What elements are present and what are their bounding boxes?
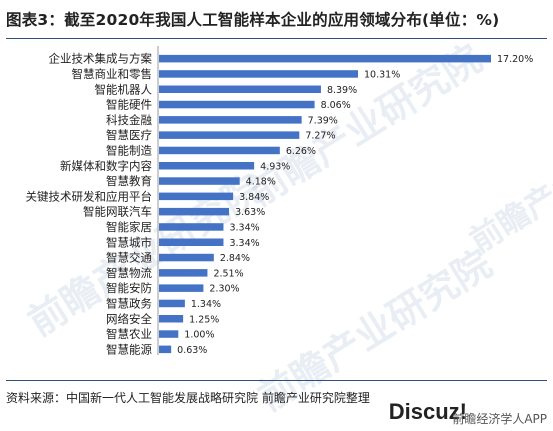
bar xyxy=(159,345,172,354)
category-label: 关键技术研发和应用平台 xyxy=(26,189,153,203)
category-label: 智慧商业和零售 xyxy=(72,67,153,81)
category-label: 智能安防 xyxy=(106,281,152,295)
data-label: 4.18% xyxy=(246,177,276,188)
source-note: 资料来源：中国新一代人工智能发展战略研究院 前瞻产业研究院整理 xyxy=(6,391,370,405)
bar-chart: 企业技术集成与方案 17.20% 智慧商业和零售 10.31% 智能机器人 8.39% 智能… xyxy=(26,46,533,356)
chart-title: 图表3：截至2020年我国人工智能样本企业的应用领域分布(单位：%) xyxy=(6,11,500,29)
bar xyxy=(159,238,224,246)
discuz-logo-text: Discuz! xyxy=(388,399,467,424)
data-label: 4.93% xyxy=(260,161,290,172)
bar xyxy=(159,192,234,201)
category-label: 智慧医疗 xyxy=(106,128,152,142)
category-label: 网络安全 xyxy=(106,312,152,326)
data-label: 3.63% xyxy=(235,207,265,218)
title-divider xyxy=(6,38,547,39)
category-label: 智慧农业 xyxy=(106,327,152,341)
category-label: 智慧物流 xyxy=(106,266,152,280)
bar xyxy=(159,177,240,185)
bar xyxy=(159,269,208,277)
data-label: 3.34% xyxy=(229,238,259,249)
data-label: 8.06% xyxy=(321,100,351,111)
category-label: 智能家居 xyxy=(106,220,152,234)
data-label: 2.84% xyxy=(220,253,250,264)
bar xyxy=(159,70,359,78)
bar xyxy=(159,223,224,231)
bar xyxy=(159,85,321,93)
category-label: 智慧政务 xyxy=(106,296,152,310)
data-label: 2.51% xyxy=(213,268,243,279)
category-label: 智慧交通 xyxy=(106,251,152,265)
data-label: 7.27% xyxy=(305,131,335,142)
bar xyxy=(159,131,300,139)
category-label: 智慧城市 xyxy=(106,235,152,249)
category-label: 智能机器人 xyxy=(95,82,153,96)
category-label: 智能网联汽车 xyxy=(83,205,152,219)
data-label: 1.34% xyxy=(191,299,221,310)
category-label: 智慧教育 xyxy=(106,174,152,188)
category-label: 企业技术集成与方案 xyxy=(49,52,153,66)
bar xyxy=(159,100,315,109)
data-label: 1.00% xyxy=(184,330,214,341)
data-label: 3.34% xyxy=(229,222,259,233)
data-label: 17.20% xyxy=(497,54,533,65)
footer-divider xyxy=(6,380,547,381)
category-label: 智能硬件 xyxy=(106,98,152,112)
bar xyxy=(159,54,491,63)
bar xyxy=(159,315,184,323)
category-label: 科技金融 xyxy=(106,113,152,127)
data-label: 6.26% xyxy=(286,146,316,157)
bar xyxy=(159,284,204,292)
data-label: 2.30% xyxy=(209,284,239,295)
bar xyxy=(159,116,302,124)
brand-app-label: 前瞻经济学人APP xyxy=(452,412,547,426)
data-label: 10.31% xyxy=(364,69,400,80)
category-label: 智慧能源 xyxy=(106,342,152,356)
data-label: 0.63% xyxy=(177,345,207,356)
bar xyxy=(159,162,255,170)
category-label: 智能制造 xyxy=(106,143,152,157)
bar xyxy=(159,253,214,262)
bar xyxy=(159,299,185,308)
bar xyxy=(159,146,280,155)
bar xyxy=(159,207,230,216)
data-label: 8.39% xyxy=(327,85,357,96)
data-label: 7.39% xyxy=(308,115,338,126)
data-label: 3.84% xyxy=(239,192,269,203)
bar xyxy=(159,330,179,338)
category-label: 新媒体和数字内容 xyxy=(60,159,152,173)
data-label: 1.25% xyxy=(189,314,219,325)
